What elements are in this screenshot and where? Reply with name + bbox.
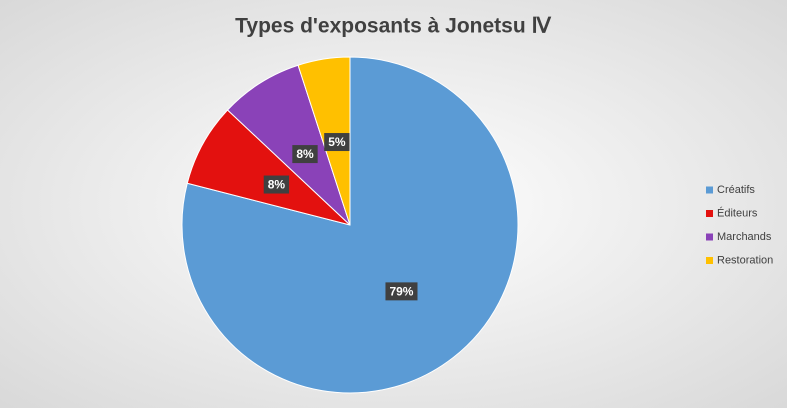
legend-swatch (706, 186, 713, 194)
data-label: 5% (328, 135, 346, 149)
legend-label: Marchands (717, 231, 772, 243)
data-label-box (263, 175, 290, 194)
data-label: 8% (296, 147, 314, 161)
legend-swatch (706, 210, 713, 217)
legend-swatch (706, 233, 713, 241)
chart-title: Types d'exposants à Jonetsu Ⅳ (235, 15, 551, 38)
data-label: 79% (389, 285, 413, 299)
legend-label: Créatifs (717, 184, 755, 196)
pie-slice (181, 56, 519, 394)
data-label-box (324, 133, 350, 152)
legend-label: Éditeurs (717, 206, 758, 219)
legend-swatch (706, 257, 713, 264)
data-label-box (292, 145, 318, 164)
pie-slice (297, 56, 351, 226)
data-label-box (385, 282, 418, 301)
legend-label: Restoration (717, 254, 773, 266)
data-label: 8% (268, 178, 286, 192)
